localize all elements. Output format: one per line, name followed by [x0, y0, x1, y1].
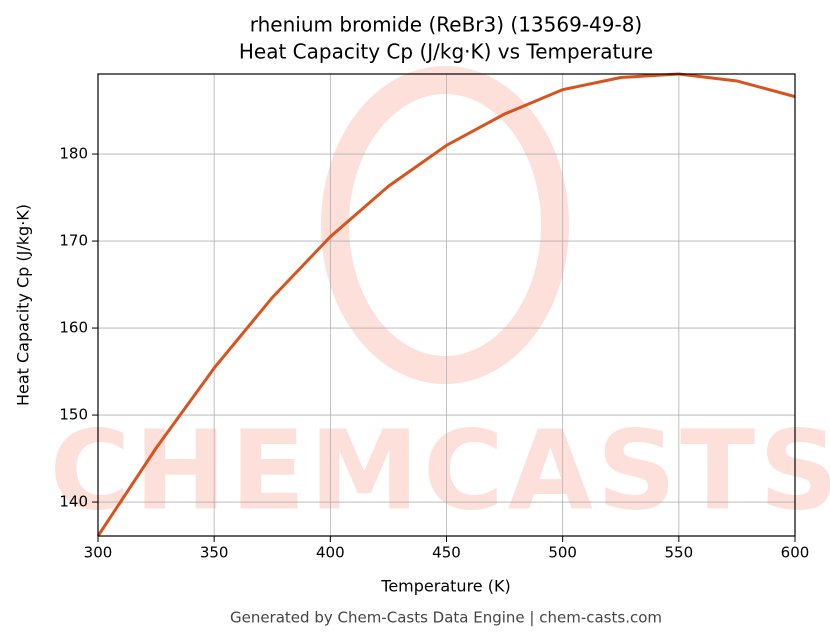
y-tick-label: 160 — [59, 319, 88, 337]
plot-frame — [97, 73, 796, 537]
footer: Generated by Chem-Casts Data Engine | ch… — [230, 609, 662, 627]
y-tick-label: 180 — [59, 145, 88, 163]
y-tick-label: 140 — [59, 493, 88, 511]
x-tick-label: 500 — [548, 544, 577, 562]
x-tick-label: 550 — [665, 544, 694, 562]
y-tick-label: 170 — [59, 232, 88, 250]
chart-subtitle: Heat Capacity Cp (J/kg·K) vs Temperature — [239, 40, 653, 64]
chart-title: rhenium bromide (ReBr3) (13569-49-8) — [250, 13, 642, 37]
x-tick-label: 300 — [84, 544, 113, 562]
x-tick-label: 350 — [200, 544, 229, 562]
x-axis-label: Temperature (K) — [380, 577, 510, 596]
y-tick-label: 150 — [59, 406, 88, 424]
x-tick-label: 600 — [781, 544, 810, 562]
watermark: CHEMCASTS — [50, 406, 830, 534]
x-tick-label: 400 — [316, 544, 345, 562]
watermark-logo — [321, 66, 569, 384]
x-tick-label: 450 — [432, 544, 461, 562]
y-axis-label: Heat Capacity Cp (J/kg·K) — [14, 204, 33, 406]
